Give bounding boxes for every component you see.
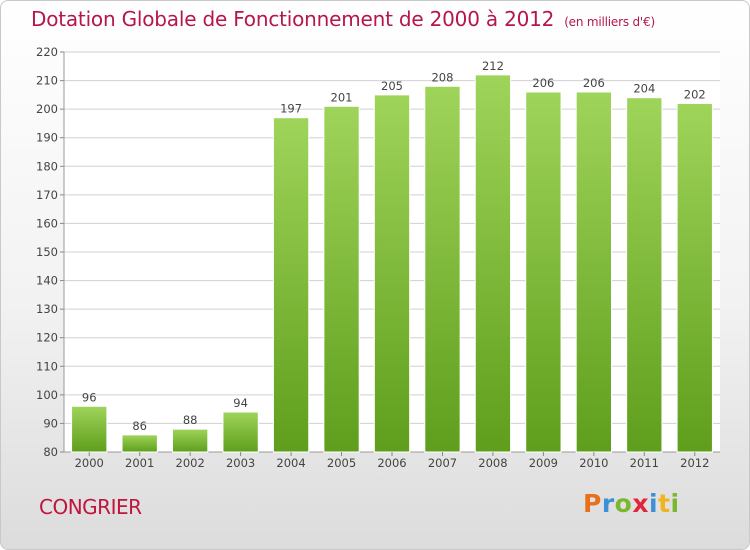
data-label: 212 <box>482 59 504 73</box>
y-tick-label: 130 <box>36 302 58 316</box>
x-tick-label: 2009 <box>529 456 558 470</box>
bar <box>525 91 562 453</box>
bar <box>71 405 108 453</box>
logo-letter: x <box>632 489 649 518</box>
logo-letter: o <box>614 489 633 518</box>
bar <box>676 102 713 453</box>
data-label: 206 <box>583 76 605 90</box>
data-label: 201 <box>331 90 353 104</box>
chart-title: Dotation Globale de Fonctionnement de 20… <box>31 7 655 31</box>
x-tick-label: 2010 <box>579 456 608 470</box>
chart-subtitle: (en milliers d'€) <box>564 15 655 29</box>
y-tick-label: 90 <box>43 416 58 430</box>
data-label: 208 <box>431 70 453 84</box>
bar <box>121 434 158 453</box>
chart-title-text: Dotation Globale de Fonctionnement de 20… <box>31 7 555 31</box>
data-label: 202 <box>684 87 706 101</box>
x-tick-label: 2012 <box>680 456 709 470</box>
bar <box>575 91 613 453</box>
x-tick-label: 2002 <box>176 456 205 470</box>
data-label: 86 <box>132 419 147 433</box>
y-tick-label: 190 <box>36 131 58 145</box>
bar <box>272 117 310 453</box>
y-tick-label: 160 <box>36 216 58 230</box>
data-label: 88 <box>183 413 198 427</box>
data-label: 94 <box>233 396 248 410</box>
bar <box>626 97 663 453</box>
bar <box>474 74 512 453</box>
x-tick-label: 2007 <box>428 456 457 470</box>
x-tick-label: 2006 <box>377 456 406 470</box>
x-tick-label: 2008 <box>478 456 507 470</box>
y-tick-label: 140 <box>36 274 58 288</box>
logo-letter: t <box>658 489 671 518</box>
proxiti-logo: Proxiti <box>583 489 680 518</box>
bar <box>323 105 360 453</box>
logo-letter: P <box>583 489 602 518</box>
data-label: 204 <box>633 82 655 96</box>
y-tick-label: 110 <box>36 359 58 373</box>
x-tick-label: 2000 <box>75 456 104 470</box>
x-tick-label: 2004 <box>276 456 305 470</box>
bar <box>171 428 209 453</box>
x-tick-label: 2005 <box>327 456 356 470</box>
logo-letter: i <box>670 489 680 518</box>
data-label: 205 <box>381 79 403 93</box>
y-tick-label: 210 <box>36 74 58 88</box>
commune-name: CONGRIER <box>39 495 142 519</box>
bar <box>373 94 411 453</box>
logo-letter: r <box>601 489 615 518</box>
y-tick-label: 200 <box>36 102 58 116</box>
y-tick-label: 80 <box>43 445 58 459</box>
y-tick-label: 150 <box>36 245 58 259</box>
data-label: 197 <box>280 102 302 116</box>
y-tick-label: 180 <box>36 159 58 173</box>
data-label: 206 <box>532 76 554 90</box>
logo-letter: i <box>649 489 659 518</box>
x-tick-label: 2011 <box>630 456 659 470</box>
bar <box>222 411 259 453</box>
x-tick-label: 2003 <box>226 456 255 470</box>
data-label: 96 <box>82 390 97 404</box>
y-tick-label: 170 <box>36 188 58 202</box>
y-tick-label: 220 <box>36 45 58 59</box>
x-tick-label: 2001 <box>125 456 154 470</box>
y-tick-label: 120 <box>36 331 58 345</box>
y-tick-label: 100 <box>36 388 58 402</box>
bar <box>424 85 461 453</box>
